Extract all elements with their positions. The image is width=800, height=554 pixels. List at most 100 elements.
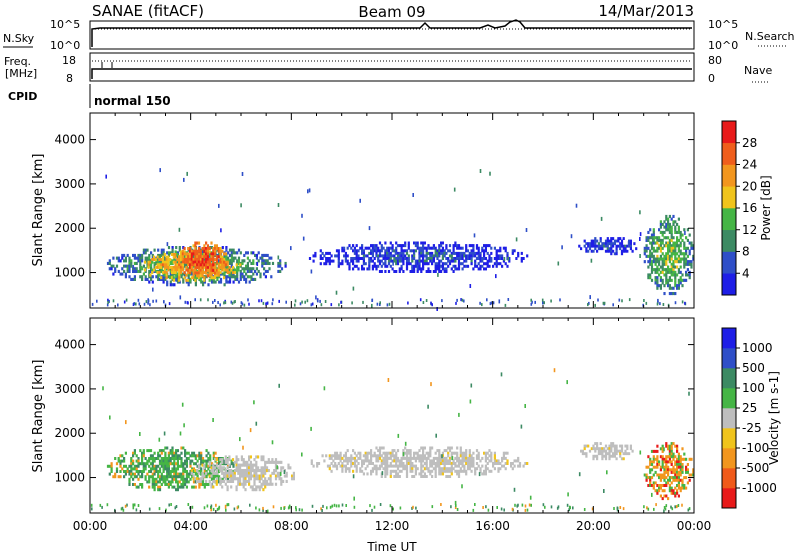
near-range-point <box>657 298 659 302</box>
noise-sky-trace <box>91 19 692 47</box>
near-range-point <box>542 301 544 305</box>
scatter-point <box>218 203 220 208</box>
near-range-point <box>643 299 645 302</box>
scatter-point <box>651 492 653 497</box>
near-range-point <box>210 504 213 508</box>
near-range-point <box>147 299 150 303</box>
near-range-point <box>91 302 94 306</box>
power-panel: 1000 2000 3000 4000 Slant Range [km] <box>31 112 695 311</box>
scatter-point <box>271 440 274 445</box>
near-range-point <box>340 300 342 304</box>
near-range-point <box>329 505 332 509</box>
colorbar-tick-label: 100 <box>742 381 765 395</box>
colorbar-block <box>722 229 736 252</box>
nave-label: Nave <box>744 64 772 77</box>
y-tick-label: 3000 <box>54 382 85 396</box>
near-range-point <box>333 503 336 507</box>
near-range-point <box>489 302 492 306</box>
colorbar-block <box>722 142 736 165</box>
scatter-point <box>404 441 407 446</box>
scatter-point <box>513 487 516 492</box>
near-range-point <box>295 508 297 512</box>
near-range-point <box>645 301 648 305</box>
scatter-point <box>515 237 518 242</box>
cpid-label: CPID <box>8 90 37 103</box>
scatter-point <box>255 421 258 426</box>
scatter-point <box>359 198 361 203</box>
near-range-point <box>191 505 194 509</box>
scatter-point <box>212 418 214 422</box>
near-range-point <box>415 506 417 510</box>
scatter-point <box>278 383 280 388</box>
colorbar-tick-label: -1000 <box>742 481 777 495</box>
near-range-point <box>411 506 413 510</box>
cpid-value: normal 150 <box>94 94 171 108</box>
scatter-point <box>392 261 394 266</box>
colorbar-tick-label: 8 <box>742 245 750 259</box>
near-range-point <box>463 299 465 303</box>
colorbar-block <box>722 273 736 296</box>
scatter-point <box>387 378 390 382</box>
scatter-point <box>266 509 269 514</box>
scatter-point <box>290 246 292 251</box>
x-axis-label: Time UT <box>366 540 417 554</box>
nave-tick-bottom: 0 <box>708 72 715 85</box>
scatter-point <box>458 412 460 417</box>
near-range-point <box>338 303 340 307</box>
data-region <box>578 237 638 256</box>
near-range-point <box>662 303 665 306</box>
scatter-point <box>249 428 252 433</box>
colorbar-block <box>722 488 736 509</box>
near-range-point <box>214 299 216 302</box>
near-range-point <box>431 505 434 509</box>
near-range-point <box>249 503 251 507</box>
colorbar-tick-label: -500 <box>742 461 769 475</box>
scatter-point <box>239 437 241 442</box>
near-range-point <box>288 504 291 508</box>
near-range-point <box>135 508 138 512</box>
near-range-point <box>266 301 269 305</box>
scatter-point <box>277 203 280 207</box>
near-range-point <box>294 303 296 307</box>
near-range-point <box>681 300 684 304</box>
near-range-point <box>203 506 206 510</box>
colorbar-block <box>722 328 736 349</box>
near-range-point <box>255 506 257 510</box>
near-range-point <box>653 507 655 511</box>
freq-unit-label: [MHz] <box>5 67 37 80</box>
near-range-point <box>591 507 594 511</box>
near-range-point <box>622 507 625 511</box>
near-range-point <box>665 504 668 508</box>
colorbar-block <box>722 388 736 409</box>
cpid-row: CPID normal 150 <box>8 84 171 108</box>
near-range-point <box>324 300 327 303</box>
scatter-point <box>525 228 528 232</box>
near-range-point <box>304 300 306 304</box>
near-range-point <box>133 302 135 306</box>
scatter-point <box>663 509 665 514</box>
near-range-point <box>145 300 148 304</box>
scatter-point <box>469 399 472 404</box>
x-tick-label: 00:00 <box>677 519 712 533</box>
scatter-point <box>166 242 169 247</box>
scatter-point <box>441 454 443 459</box>
colorbar-tick-label: 25 <box>742 401 757 415</box>
near-range-point <box>299 302 302 306</box>
near-range-point <box>301 300 303 304</box>
scatter-point <box>302 236 305 241</box>
near-range-point <box>338 504 340 508</box>
velocity-x-axis: 00:00 04:00 08:00 12:00 16:00 20:00 00:00 <box>73 318 712 533</box>
scatter-point <box>495 274 497 279</box>
scatter-point <box>159 168 161 173</box>
scatter-point <box>368 226 371 231</box>
scatter-point <box>315 295 317 300</box>
near-range-point <box>379 301 381 305</box>
near-range-point <box>278 299 280 303</box>
scatter-point <box>478 472 481 477</box>
near-range-point <box>194 298 196 302</box>
near-range-point <box>388 302 391 306</box>
near-range-point <box>241 302 244 306</box>
near-range-point <box>399 506 402 510</box>
near-range-point <box>530 503 532 507</box>
scatter-point <box>310 269 313 274</box>
